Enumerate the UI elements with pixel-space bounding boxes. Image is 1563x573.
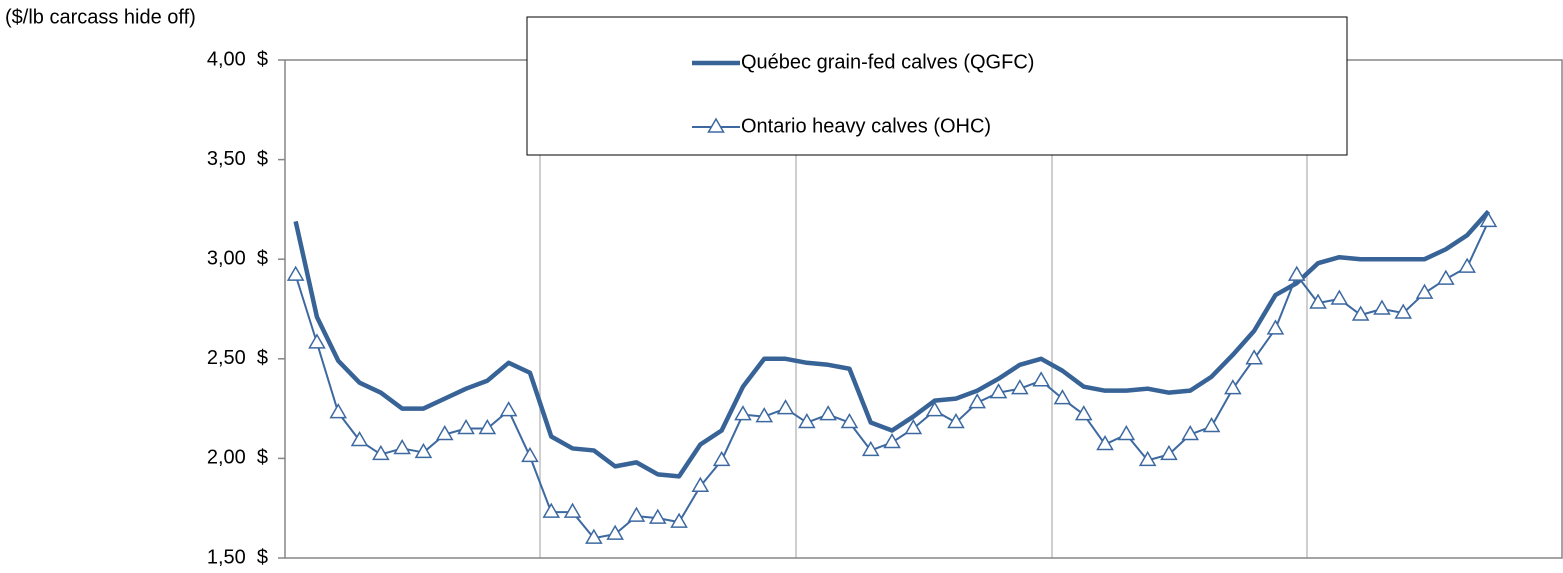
- legend-box: [526, 16, 1348, 156]
- point-marker: [861, 440, 880, 457]
- point-marker: [1394, 303, 1413, 319]
- point-marker: [1138, 450, 1157, 467]
- y-tick-label: 3,50 $: [207, 148, 268, 170]
- point-marker: [457, 419, 475, 435]
- point-marker: [350, 430, 369, 447]
- point-marker: [1160, 444, 1178, 461]
- y-tick-label: 2,50 $: [207, 347, 268, 369]
- point-marker: [585, 528, 603, 544]
- point-marker: [414, 442, 433, 459]
- point-marker: [1053, 389, 1072, 405]
- y-axis-label: ($/lb carcass hide off): [5, 6, 196, 28]
- point-marker: [947, 413, 965, 429]
- point-marker: [393, 438, 411, 455]
- point-marker: [478, 419, 497, 435]
- point-marker: [925, 401, 944, 417]
- point-marker: [1330, 289, 1349, 305]
- legend-label: Ontario heavy calves (OHC): [741, 115, 991, 137]
- y-tick-label: 1,50 $: [207, 546, 268, 568]
- point-marker: [1437, 269, 1455, 285]
- point-marker: [499, 401, 518, 417]
- point-marker: [712, 450, 731, 467]
- point-marker: [734, 405, 752, 421]
- point-marker: [1309, 293, 1327, 309]
- point-marker: [1181, 424, 1200, 441]
- point-marker: [542, 502, 561, 518]
- point-marker: [521, 446, 539, 463]
- point-marker: [1202, 417, 1221, 433]
- point-marker: [1032, 371, 1050, 387]
- point-marker: [329, 403, 348, 419]
- point-marker: [1373, 299, 1391, 315]
- point-marker: [627, 506, 646, 522]
- point-marker: [691, 476, 710, 493]
- point-marker: [648, 508, 667, 524]
- point-marker: [904, 419, 923, 435]
- point-marker: [776, 399, 795, 415]
- point-marker: [1287, 265, 1306, 281]
- point-marker: [1096, 434, 1114, 451]
- legend-label: Québec grain-fed calves (QGFC): [741, 51, 1034, 73]
- point-marker: [1245, 349, 1263, 365]
- series-line: [293, 209, 1491, 479]
- point-marker: [1224, 379, 1242, 395]
- point-marker: [798, 413, 816, 429]
- legend-marker: [707, 117, 725, 133]
- point-marker: [755, 407, 774, 423]
- point-marker: [840, 413, 859, 429]
- point-marker: [989, 383, 1008, 399]
- point-marker: [1074, 405, 1093, 421]
- point-marker: [883, 432, 901, 449]
- point-marker: [606, 524, 624, 540]
- point-marker: [968, 393, 987, 409]
- point-marker: [1351, 305, 1370, 321]
- point-marker: [1458, 257, 1476, 273]
- point-marker: [670, 512, 688, 528]
- y-tick-label: 3,00 $: [207, 247, 268, 269]
- point-marker: [308, 333, 326, 349]
- point-marker: [1479, 211, 1498, 228]
- point-marker: [1117, 424, 1136, 441]
- y-tick-label: 2,00 $: [207, 447, 268, 469]
- y-tick-label: 4,00 $: [207, 48, 268, 70]
- point-marker: [819, 405, 837, 421]
- point-marker: [563, 502, 582, 518]
- legend: Québec grain-fed calves (QGFC) Ontario he…: [526, 16, 1348, 156]
- point-marker: [435, 424, 454, 441]
- point-marker: [1415, 283, 1434, 299]
- point-marker: [372, 444, 390, 461]
- point-marker: [286, 265, 305, 281]
- point-marker: [1011, 379, 1029, 395]
- point-marker: [1266, 319, 1285, 335]
